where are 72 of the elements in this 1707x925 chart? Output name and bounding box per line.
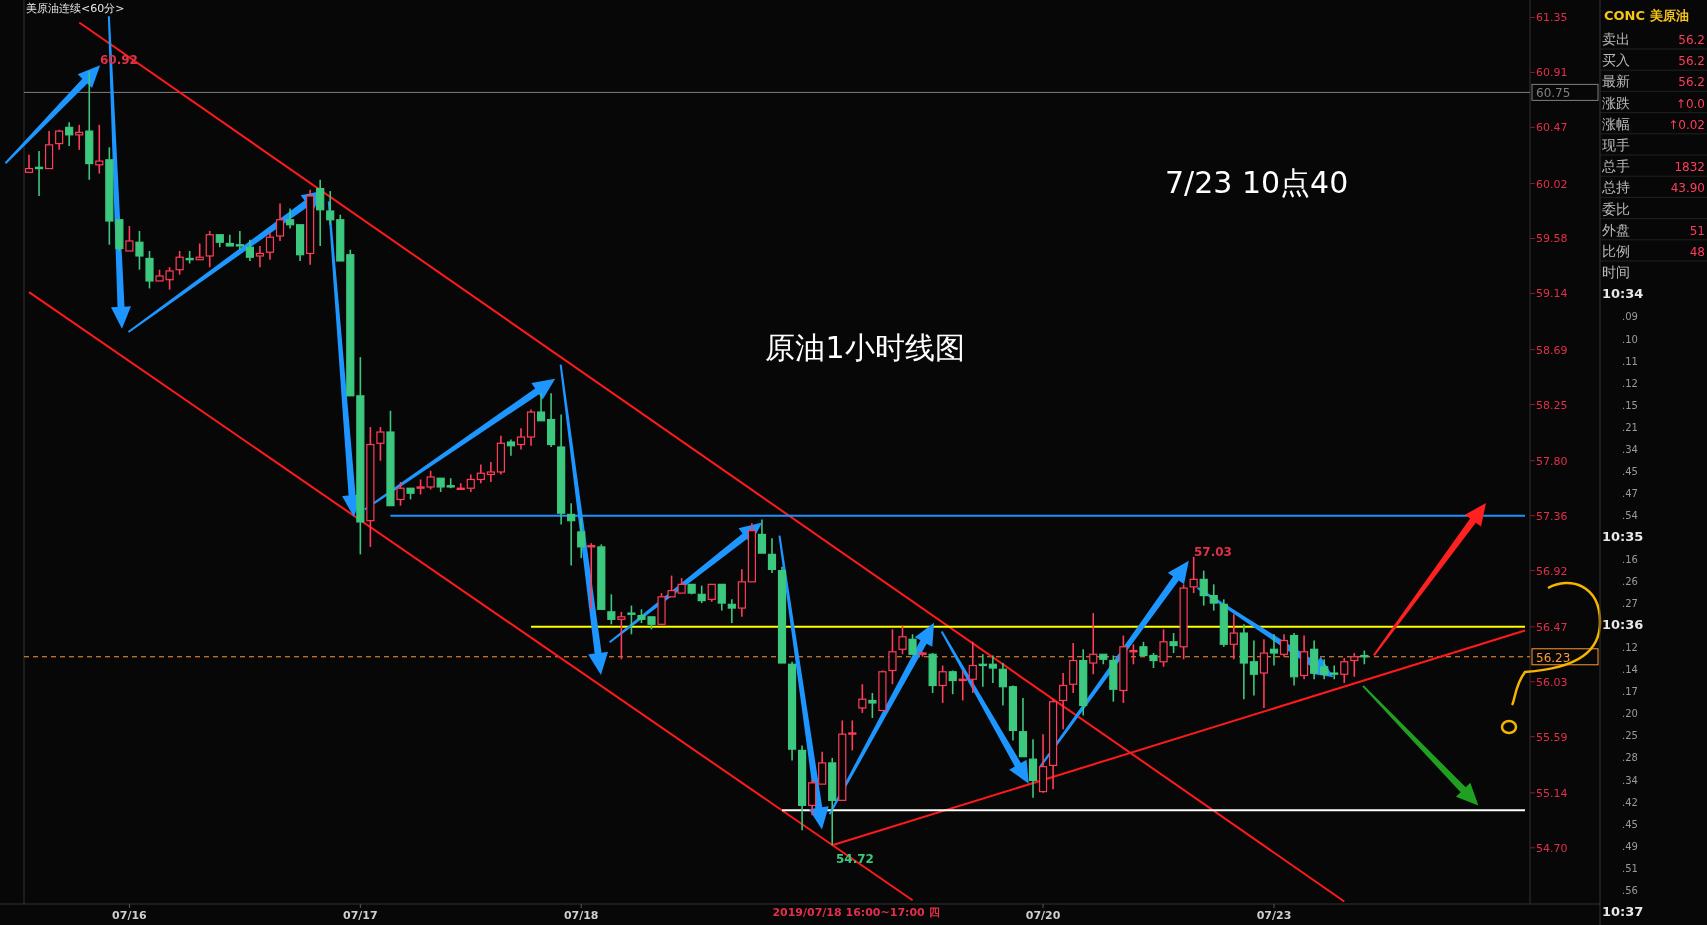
y-tick-label: 57.36 [1536, 509, 1568, 523]
y-tick-label: 55.14 [1536, 786, 1568, 800]
text: .34 [1622, 443, 1638, 455]
y-tick-label: 58.25 [1536, 398, 1568, 412]
x-tick-label: 07/18 [563, 909, 599, 922]
y-tick-label: 58.69 [1536, 343, 1568, 357]
text: 比例 48 [1602, 243, 1705, 259]
y-tick-label: 60.47 [1536, 121, 1568, 135]
text: .25 [1622, 730, 1638, 742]
text: 涨跌 ↑0.0 [1602, 94, 1705, 111]
ref-label: 56.23 [1531, 648, 1599, 666]
text: .21 [1622, 421, 1638, 433]
text: .12 [1622, 377, 1638, 389]
ref-label: 60.75 [1531, 83, 1599, 101]
y-tick-label: 56.47 [1536, 620, 1568, 634]
text: 涨幅 ↑0.02 [1602, 115, 1705, 132]
text: 外盘 51 [1602, 221, 1705, 238]
text: 10:35 [1602, 528, 1644, 544]
x-tick-label: 07/16 [112, 909, 148, 922]
text: CONC 美原油 [1604, 8, 1689, 23]
text: 2019/07/18 16:00~17:00 四 [772, 906, 940, 919]
text: .34 [1622, 774, 1638, 786]
text: .11 [1622, 355, 1638, 367]
text: 卖出 56.2 [1602, 31, 1705, 47]
text: .09 [1622, 311, 1638, 323]
annotation: 7/23 10点40 [1165, 165, 1349, 200]
text: .42 [1622, 796, 1638, 808]
y-tick-label: 60.02 [1536, 177, 1568, 191]
text: .49 [1622, 840, 1638, 852]
text: 10:34 [1602, 286, 1644, 302]
text: .47 [1622, 487, 1638, 499]
text: .10 [1622, 333, 1638, 345]
y-tick-label: 61.35 [1536, 11, 1568, 25]
text: .15 [1622, 399, 1638, 411]
ref-line-label: 56.23 [1536, 650, 1571, 665]
y-tick-label: 56.03 [1536, 675, 1568, 689]
y-tick-label: 55.59 [1536, 730, 1568, 744]
text: .12 [1622, 642, 1638, 654]
text: 买入 56.2 [1602, 52, 1705, 69]
text: .54 [1622, 509, 1638, 521]
x-tick-label: 07/23 [1256, 909, 1292, 922]
annotation: 57.03 [1194, 545, 1232, 559]
text: .45 [1622, 818, 1638, 830]
y-tick-label: 59.58 [1536, 232, 1568, 246]
text: .45 [1622, 465, 1638, 477]
text: .26 [1622, 576, 1638, 588]
text: 总持 43.90 [1602, 179, 1705, 196]
text: 10:37 [1602, 903, 1644, 919]
text: .14 [1622, 664, 1638, 676]
text: .28 [1622, 752, 1638, 764]
y-tick-label: 60.91 [1536, 66, 1568, 80]
y-tick-label: 54.70 [1536, 841, 1568, 855]
text: .17 [1622, 686, 1638, 698]
annotation: 原油1小时线图 [765, 330, 965, 365]
ref-line-label: 60.75 [1536, 86, 1571, 101]
text: .56 [1622, 884, 1638, 896]
text: 时间 [1602, 264, 1630, 281]
x-tick-label: 07/20 [1025, 909, 1061, 922]
y-tick-label: 59.14 [1536, 287, 1568, 301]
y-tick-label: 57.80 [1536, 454, 1568, 468]
text: .20 [1622, 708, 1638, 720]
x-tick-label: 07/17 [343, 909, 378, 922]
text: .27 [1622, 598, 1638, 610]
text: 最新 56.2 [1602, 73, 1705, 90]
y-tick-label: 56.92 [1536, 564, 1568, 578]
text: 委比 [1602, 200, 1630, 217]
chart-title: 美原油连续<60分> [26, 2, 125, 15]
text: .51 [1622, 862, 1638, 874]
text: 现手 [1602, 137, 1630, 153]
text: .16 [1622, 554, 1638, 565]
text: 总手 1832 [1602, 158, 1705, 175]
text: 10:36 [1602, 617, 1644, 633]
